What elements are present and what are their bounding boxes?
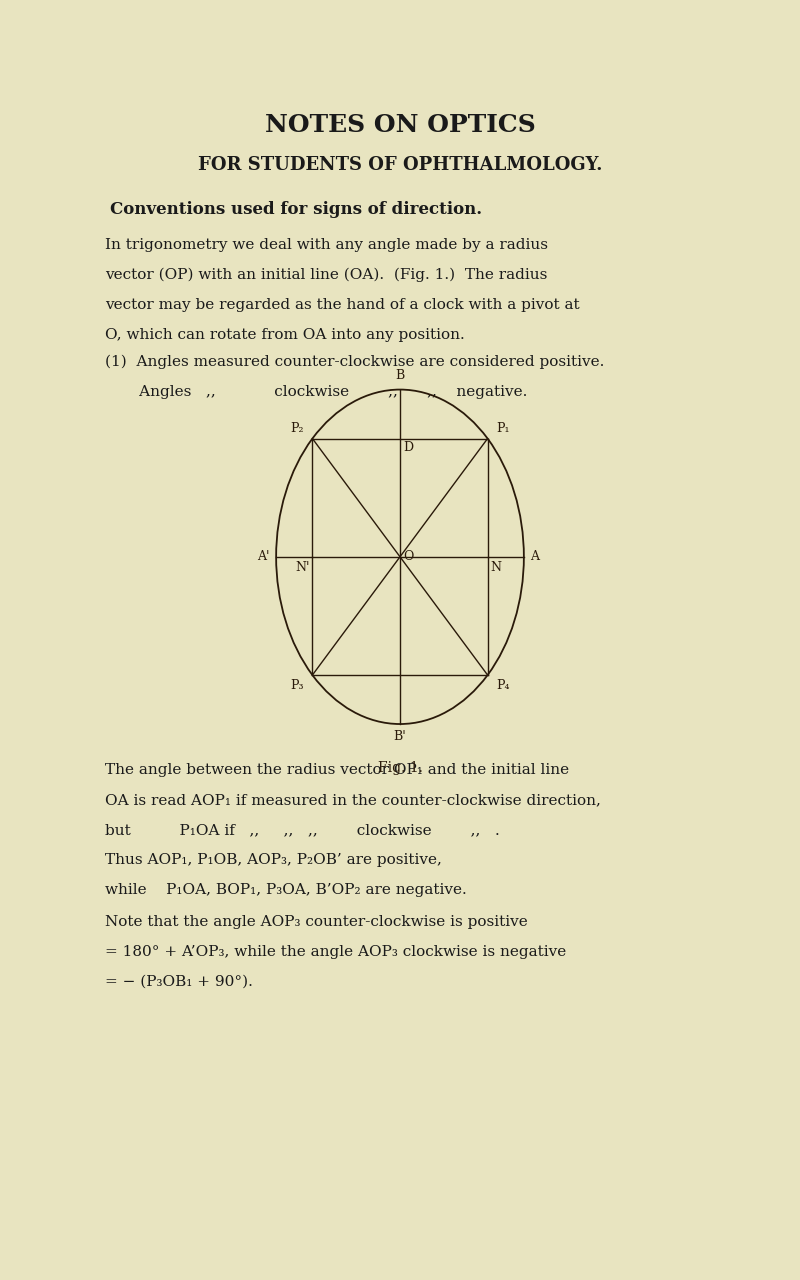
Text: vector (OP) with an initial line (OA).  (Fig. 1.)  The radius: vector (OP) with an initial line (OA). (… <box>105 268 547 282</box>
Text: O, which can rotate from OA into any position.: O, which can rotate from OA into any pos… <box>105 328 465 342</box>
Text: OA is read AOP₁ if measured in the counter-clockwise direction,: OA is read AOP₁ if measured in the count… <box>105 794 601 806</box>
Text: Note that the angle AOP₃ counter-clockwise is positive: Note that the angle AOP₃ counter-clockwi… <box>105 915 528 929</box>
Text: A: A <box>530 550 539 563</box>
Text: Angles   ,,            clockwise        ,,      ,,    negative.: Angles ,, clockwise ,, ,, negative. <box>105 385 527 399</box>
Text: Conventions used for signs of direction.: Conventions used for signs of direction. <box>110 201 482 219</box>
Text: A': A' <box>258 550 270 563</box>
Text: = − (P₃OB₁ + 90°).: = − (P₃OB₁ + 90°). <box>105 975 253 989</box>
Text: B': B' <box>394 730 406 744</box>
Text: N': N' <box>295 561 310 573</box>
Text: P₄: P₄ <box>496 678 510 691</box>
Text: O: O <box>404 550 414 563</box>
Text: Thus AOP₁, P₁OB, AOP₃, P₂OB’ are positive,: Thus AOP₁, P₁OB, AOP₃, P₂OB’ are positiv… <box>105 852 442 867</box>
Text: FOR STUDENTS OF OPHTHALMOLOGY.: FOR STUDENTS OF OPHTHALMOLOGY. <box>198 156 602 174</box>
Text: NOTES ON OPTICS: NOTES ON OPTICS <box>265 113 535 137</box>
Text: while    P₁OA, BOP₁, P₃OA, B’OP₂ are negative.: while P₁OA, BOP₁, P₃OA, B’OP₂ are negati… <box>105 883 466 897</box>
Text: vector may be regarded as the hand of a clock with a pivot at: vector may be regarded as the hand of a … <box>105 298 580 312</box>
Text: = 180° + A’OP₃, while the angle AOP₃ clockwise is negative: = 180° + A’OP₃, while the angle AOP₃ clo… <box>105 945 566 959</box>
Text: The angle between the radius vector OP₁ and the initial line: The angle between the radius vector OP₁ … <box>105 763 569 777</box>
Text: P₂: P₂ <box>290 422 304 435</box>
Text: D: D <box>404 442 414 454</box>
Text: In trigonometry we deal with any angle made by a radius: In trigonometry we deal with any angle m… <box>105 238 548 252</box>
Text: B: B <box>395 369 405 383</box>
Text: (1)  Angles measured counter-clockwise are considered positive.: (1) Angles measured counter-clockwise ar… <box>105 355 604 369</box>
Text: N: N <box>490 561 501 573</box>
Text: P₁: P₁ <box>496 422 510 435</box>
Text: but          P₁OA if   ,,     ,,   ,,        clockwise        ,,   .: but P₁OA if ,, ,, ,, clockwise ,, . <box>105 823 500 837</box>
Text: P₃: P₃ <box>290 678 304 691</box>
Text: Fig. 1.: Fig. 1. <box>378 762 422 776</box>
